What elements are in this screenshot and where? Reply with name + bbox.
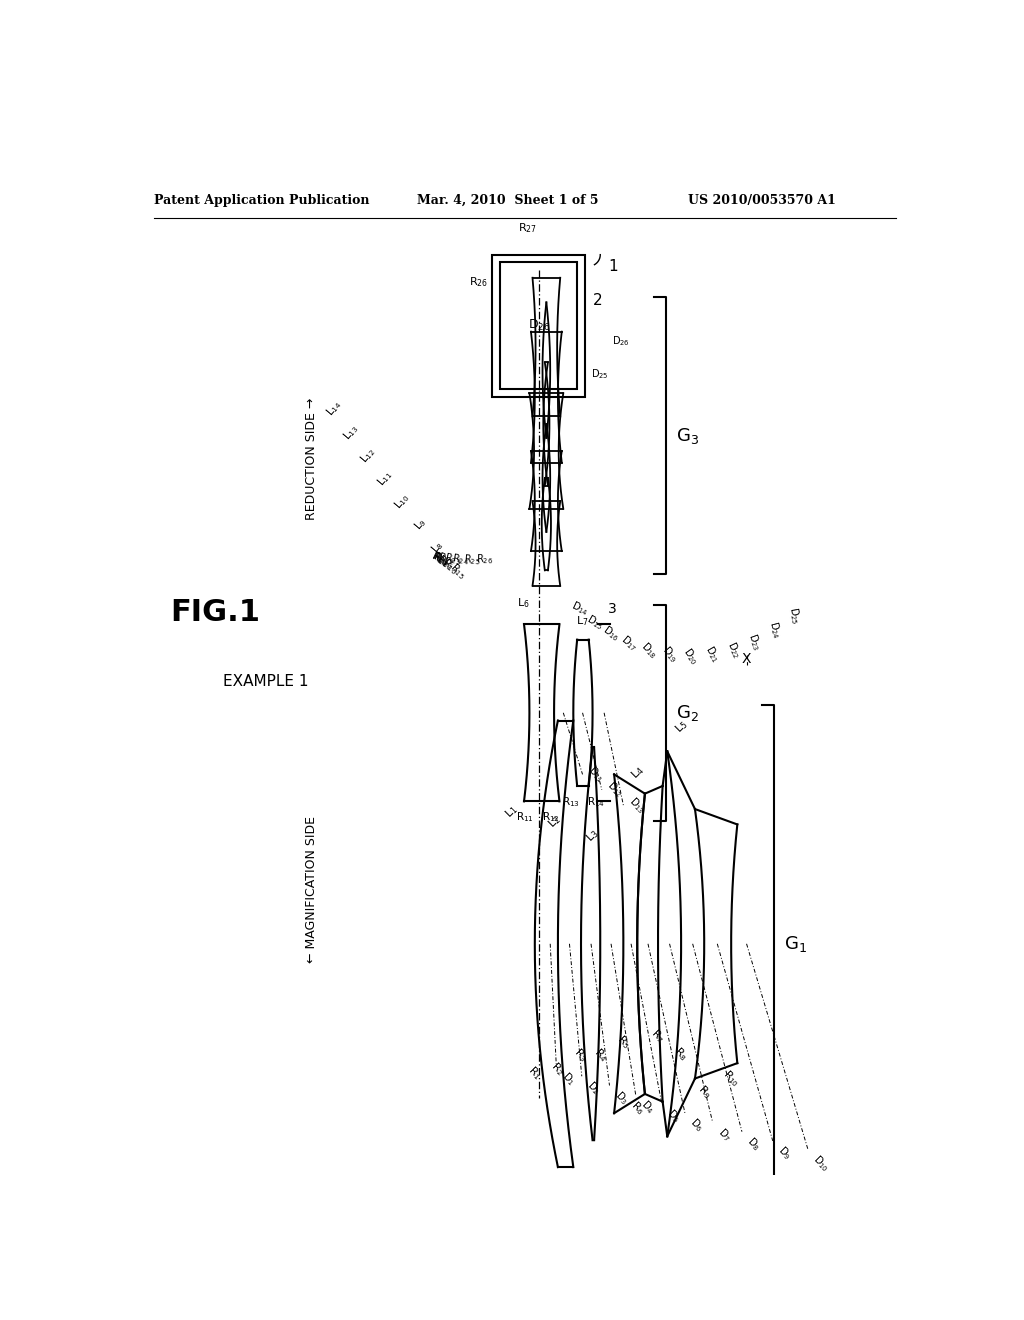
Text: L$_6$: L$_6$ [517, 597, 529, 610]
Text: R$_{22}$: R$_{22}$ [436, 549, 456, 568]
Text: D$_{26}$: D$_{26}$ [611, 334, 630, 347]
Text: D$_{19}$: D$_{19}$ [658, 643, 681, 665]
Text: R$_2$: R$_2$ [549, 1059, 567, 1078]
Text: D$_4$: D$_4$ [638, 1097, 657, 1117]
Text: L$_{10}$: L$_{10}$ [391, 490, 413, 512]
Text: FIG.1: FIG.1 [170, 598, 260, 627]
Text: EXAMPLE 1: EXAMPLE 1 [222, 675, 308, 689]
Text: D$_{21}$: D$_{21}$ [702, 643, 723, 665]
Text: Mar. 4, 2010  Sheet 1 of 5: Mar. 4, 2010 Sheet 1 of 5 [417, 194, 599, 207]
Text: R$_9$: R$_9$ [694, 1082, 714, 1102]
Text: ← MAGNIFICATION SIDE: ← MAGNIFICATION SIDE [305, 816, 318, 964]
Text: R$_{26}$: R$_{26}$ [476, 553, 494, 566]
Text: L$_5$: L$_5$ [672, 717, 690, 737]
Text: L$_{12}$: L$_{12}$ [357, 444, 379, 466]
Text: R$_{14}$: R$_{14}$ [588, 795, 605, 809]
Text: D$_{20}$: D$_{20}$ [680, 644, 701, 668]
Text: D$_{25}$: D$_{25}$ [785, 606, 803, 626]
Text: D$_{13}$: D$_{13}$ [626, 795, 648, 816]
Text: R$_{24}$: R$_{24}$ [452, 552, 470, 568]
Text: Patent Application Publication: Patent Application Publication [154, 194, 370, 207]
Text: D$_{11}$: D$_{11}$ [585, 763, 607, 785]
Text: D$_{22}$: D$_{22}$ [724, 639, 743, 660]
Text: D$_{14}$: D$_{14}$ [569, 599, 592, 619]
Text: R$_{12}$: R$_{12}$ [542, 810, 560, 825]
Text: R$_{10}$: R$_{10}$ [720, 1067, 742, 1089]
Text: D$_3$: D$_3$ [611, 1088, 631, 1107]
Text: R$_{26}$: R$_{26}$ [469, 275, 488, 289]
Text: R$_{27}$: R$_{27}$ [517, 222, 537, 235]
Text: D$_{23}$: D$_{23}$ [745, 631, 765, 652]
Text: R$_8$: R$_8$ [672, 1044, 691, 1063]
Text: D$_{12}$: D$_{12}$ [604, 779, 627, 801]
Text: G$_1$: G$_1$ [783, 933, 807, 954]
Text: R$_{16}$: R$_{16}$ [439, 556, 461, 577]
Text: D$_9$: D$_9$ [775, 1143, 795, 1163]
Text: D$_{25}$: D$_{25}$ [591, 367, 608, 381]
Text: REDUCTION SIDE →: REDUCTION SIDE → [305, 397, 318, 520]
Text: D$_8$: D$_8$ [744, 1134, 764, 1154]
Text: L$_{14}$: L$_{14}$ [324, 397, 345, 420]
Text: D$_{17}$: D$_{17}$ [618, 632, 641, 655]
Text: R$_1$: R$_1$ [525, 1063, 545, 1082]
Text: R$_{21}$: R$_{21}$ [431, 549, 453, 568]
Text: R$_{17}$: R$_{17}$ [434, 552, 456, 573]
Text: D$_{26}$: D$_{26}$ [527, 318, 550, 333]
Text: R$_{20}$: R$_{20}$ [429, 548, 451, 568]
Text: R$_{18}$: R$_{18}$ [430, 550, 452, 570]
Text: G$_2$: G$_2$ [676, 702, 698, 723]
Text: R$_{19}$: R$_{19}$ [429, 549, 451, 569]
Text: D$_6$: D$_6$ [687, 1115, 707, 1135]
Text: 1: 1 [608, 259, 617, 273]
Text: R$_{15}$: R$_{15}$ [446, 560, 468, 582]
Text: R$_{25}$: R$_{25}$ [463, 552, 481, 568]
Text: L$_{13}$: L$_{13}$ [340, 421, 361, 442]
Text: D$_{10}$: D$_{10}$ [810, 1152, 833, 1175]
Text: R$_6$: R$_6$ [628, 1098, 647, 1117]
Text: L$_7$: L$_7$ [577, 614, 589, 628]
Bar [500, 263, 578, 389]
Text: G$_3$: G$_3$ [676, 425, 698, 446]
Text: D$_7$: D$_7$ [715, 1125, 734, 1144]
Text: L$_2$: L$_2$ [545, 812, 563, 830]
Text: D$_2$: D$_2$ [584, 1078, 603, 1098]
Text: R$_{11}$: R$_{11}$ [516, 810, 534, 825]
Text: L$_1$: L$_1$ [503, 803, 521, 821]
Text: D$_{16}$: D$_{16}$ [600, 623, 623, 644]
Text: X: X [741, 652, 752, 665]
Text: R$_5$: R$_5$ [613, 1032, 633, 1052]
Text: R$_{13}$: R$_{13}$ [562, 795, 580, 809]
Text: US 2010/0053570 A1: US 2010/0053570 A1 [688, 194, 836, 207]
Text: R$_{23}$: R$_{23}$ [442, 550, 462, 568]
Text: 3: 3 [608, 602, 616, 616]
Text: D$_1$: D$_1$ [559, 1069, 578, 1089]
Text: D$_{24}$: D$_{24}$ [766, 619, 784, 640]
Bar [493, 255, 585, 397]
Text: D$_{18}$: D$_{18}$ [638, 639, 660, 661]
Text: D$_{15}$: D$_{15}$ [584, 612, 606, 632]
Text: L$_8$: L$_8$ [428, 539, 446, 556]
Text: D$_5$: D$_5$ [665, 1106, 683, 1126]
Text: L$_{11}$: L$_{11}$ [374, 467, 395, 488]
Text: L$_3$: L$_3$ [584, 826, 602, 845]
Text: 2: 2 [593, 293, 602, 309]
Text: L$_9$: L$_9$ [411, 515, 429, 533]
Text: R$_3$: R$_3$ [571, 1045, 591, 1065]
Text: R$_7$: R$_7$ [648, 1026, 668, 1045]
Text: R$_4$: R$_4$ [591, 1045, 610, 1065]
Text: L$_4$: L$_4$ [628, 763, 646, 781]
